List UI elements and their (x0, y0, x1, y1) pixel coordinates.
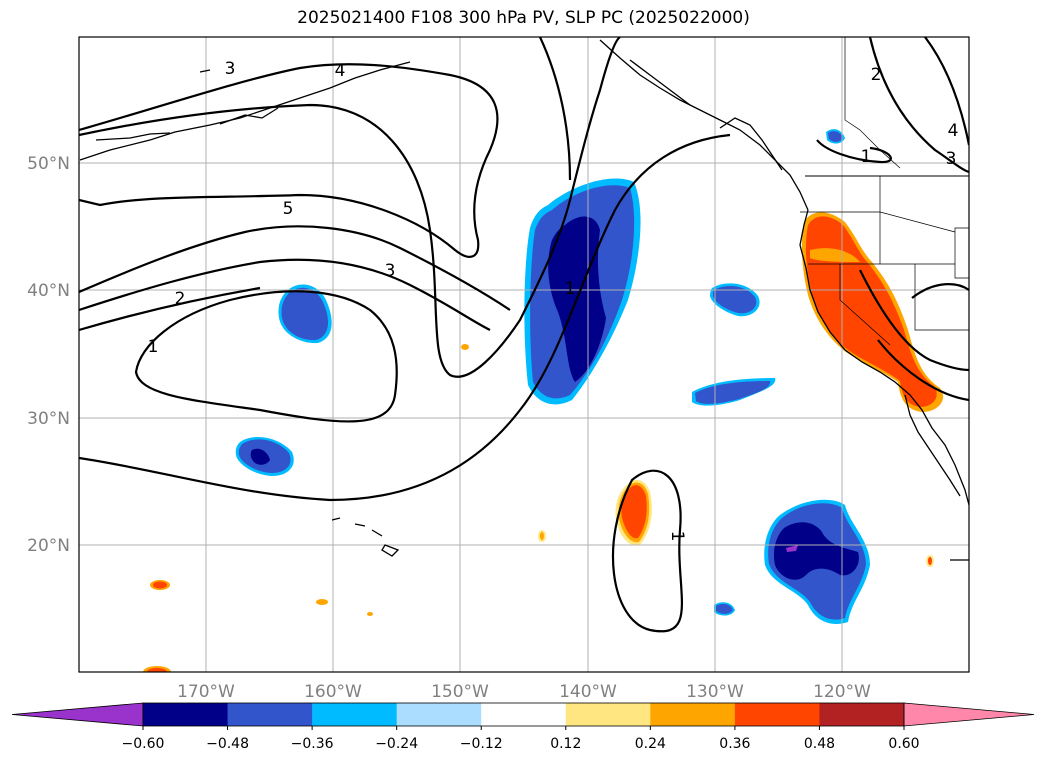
contour-label-2: 2 (175, 289, 186, 309)
colorbar-segment (481, 703, 567, 726)
pv-negative-area (281, 287, 329, 341)
pv-negative-area (716, 603, 733, 614)
colorbar-tick-label: 0.48 (804, 736, 835, 752)
lon-label-150w: 150°W (431, 682, 489, 702)
contour-label-4-ne: 4 (948, 121, 959, 141)
colorbar-tick-label: −0.36 (291, 736, 334, 752)
longitude-labels: 170°W 160°W 150°W 140°W 130°W 120°W (177, 682, 871, 702)
map-title: 2025021400 F108 300 hPa PV, SLP PC (2025… (297, 8, 750, 28)
contour-label-3-nw: 3 (225, 59, 236, 79)
contour-label-1-south: 1 (667, 531, 687, 542)
pv-positive-spot (928, 557, 932, 565)
contour-label-1-west: 1 (148, 337, 159, 357)
lat-label-40n: 40°N (27, 281, 70, 301)
pv-positive-spot (316, 599, 328, 605)
slp-contours (79, 37, 969, 633)
contour-label-5: 5 (283, 199, 294, 219)
pv-positive-area (621, 485, 647, 539)
colorbar-segment (819, 703, 905, 726)
pv-gap (810, 248, 860, 262)
colorbar-tick-label: −0.60 (122, 736, 165, 752)
colorbar-segment (143, 703, 229, 726)
colorbar-segment (565, 703, 651, 726)
map-border (78, 36, 970, 673)
lat-label-30n: 30°N (27, 409, 70, 429)
lon-label-160w: 160°W (304, 682, 362, 702)
coastlines (79, 37, 969, 561)
lon-label-170w: 170°W (177, 682, 235, 702)
colorbar-tick-label: −0.48 (206, 736, 249, 752)
colorbar-tick-label: −0.24 (375, 736, 418, 752)
contour-label-1-east: 1 (565, 279, 576, 299)
colorbar-tick-label: −0.12 (460, 736, 503, 752)
pv-negative-area (828, 131, 843, 142)
colorbar-segment (396, 703, 482, 726)
contour-label-2-ne: 2 (871, 65, 882, 85)
pv-negative-strong-area (250, 448, 270, 465)
pv-positive-spot (540, 532, 544, 540)
lat-label-50n: 50°N (27, 154, 70, 174)
colorbar-tick-label: 0.12 (550, 736, 581, 752)
colorbar-extend-low (11, 702, 144, 727)
pv-negative-area (695, 381, 771, 404)
pv-positive-spot (153, 581, 167, 589)
colorbar-tick-label: 0.60 (888, 736, 919, 752)
pv-positive-spot (147, 668, 167, 672)
pv-positive-spot (367, 612, 373, 616)
lon-label-140w: 140°W (559, 682, 617, 702)
pv-negative-strong-area (774, 522, 859, 580)
lon-label-130w: 130°W (686, 682, 744, 702)
pv-positive-spot (461, 344, 469, 350)
latitude-labels: 50°N 40°N 30°N 20°N (27, 154, 70, 556)
pv-negative-area (713, 285, 757, 314)
gridlines (79, 37, 969, 672)
contour-label-1-ne: 1 (861, 147, 872, 167)
contour-labels: 3 4 5 3 2 1 1 2 1 4 3 1 (148, 59, 959, 541)
colorbar-extend-high (903, 702, 1035, 727)
colorbar-tick-label: 0.24 (635, 736, 666, 752)
lat-label-20n: 20°N (27, 536, 70, 556)
contour-label-3-ne: 3 (946, 149, 957, 169)
pv-strong-negative-spot (786, 545, 798, 552)
colorbar: −0.60 −0.48 −0.36 −0.24 −0.12 0.12 0.24 0.36 0.4… (11, 702, 1035, 752)
colorbar-segment (227, 703, 313, 726)
colorbar-border (142, 702, 905, 727)
colorbar-segment (734, 703, 820, 726)
colorbar-segment (650, 703, 736, 726)
colorbar-tick-label: 0.36 (719, 736, 750, 752)
contour-label-4-nw: 4 (335, 61, 346, 81)
lon-label-120w: 120°W (813, 682, 871, 702)
contour-label-3-mid: 3 (385, 261, 396, 281)
colorbar-segment (312, 703, 398, 726)
